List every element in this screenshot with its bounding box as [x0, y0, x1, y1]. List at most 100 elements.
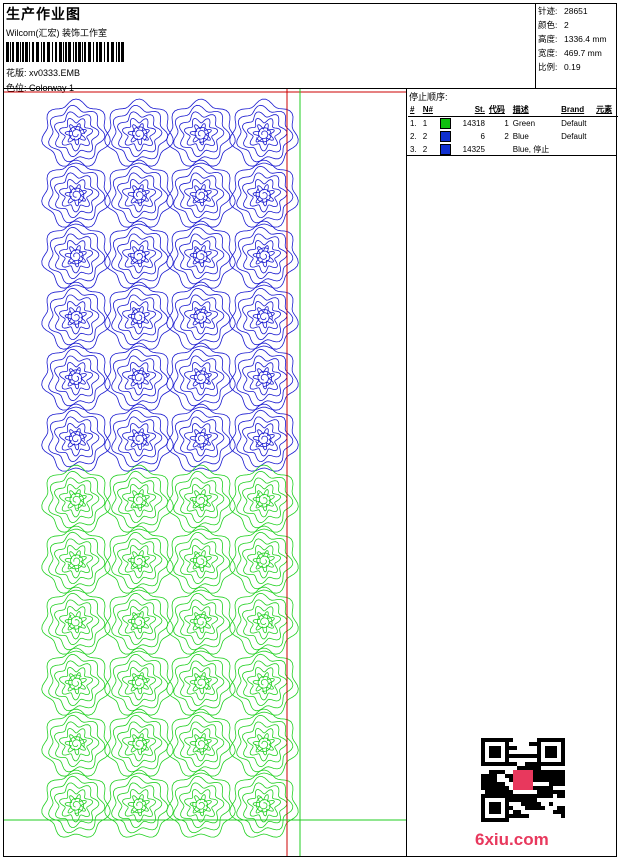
rose-motif: [229, 525, 299, 594]
rose-motif: [104, 342, 174, 411]
site-brand: 6xiu.com: [475, 830, 549, 849]
row-stitches: 14318: [462, 119, 485, 128]
rose-motif: [104, 769, 174, 838]
stat-colors: 颜色: 2: [538, 20, 569, 30]
rose-motif: [41, 708, 111, 777]
stat-width: 宽度: 469.7 mm: [538, 48, 602, 58]
row-brand: Default: [561, 119, 587, 128]
rose-motif: [41, 281, 111, 350]
row-description: Green: [512, 119, 536, 128]
rose-motif: [229, 159, 299, 228]
stats-panel: 针迹: 28651 颜色: 2 高度: 1336.4 mm 宽度: 469.7 mm 比…: [535, 3, 618, 88]
rose-motif: [166, 159, 236, 228]
rose-motif: [166, 525, 236, 594]
rose-motif: [166, 464, 236, 533]
rose-motif: [229, 342, 299, 411]
row-swatch: [438, 143, 456, 156]
rose-motif: [166, 342, 236, 411]
row-element: [594, 143, 618, 156]
header-left: 生产作业图 Wilcom(汇宏) 装饰工作室 花版: xv0333.EMB 色位…: [6, 4, 526, 94]
rose-motif: [166, 647, 236, 716]
embroidery-design: [4, 89, 406, 856]
row-code: 1: [504, 119, 509, 128]
rose-motif: [229, 220, 299, 289]
rose-motif: [166, 98, 236, 167]
color-swatch: [439, 144, 451, 155]
barcode-icon: [6, 42, 124, 62]
row-index: 3.: [410, 145, 417, 154]
stop-row: 1. 1 14318 1 Green Default: [408, 117, 618, 131]
stop-sequence-box: [407, 89, 617, 156]
rose-motif: [41, 769, 111, 838]
rose-motif: [41, 525, 111, 594]
rose-motif: [104, 464, 174, 533]
stop-sequence-table: # N# St. 代码 描述 Brand 元素 1. 1 14318 1 Green De…: [408, 103, 618, 156]
col-element: 元素: [594, 103, 618, 117]
rose-motif: [41, 586, 111, 655]
col-index: #: [408, 103, 421, 117]
rose-motif: [166, 769, 236, 838]
rose-motif: [229, 708, 299, 777]
qr-code-icon: [481, 738, 565, 822]
row-stitches: 14325: [462, 145, 485, 154]
stop-row: 3. 2 14325 Blue, 停止: [408, 143, 618, 156]
row-swatch: [438, 130, 456, 143]
rose-motif: [104, 647, 174, 716]
stop-sequence-title: 停止顺序:: [409, 92, 448, 102]
page-title: 生产作业图: [6, 6, 81, 22]
stat-height: 高度: 1336.4 mm: [538, 34, 607, 44]
rose-motif: [229, 281, 299, 350]
rose-motif: [104, 708, 174, 777]
rose-motif: [229, 98, 299, 167]
stat-scale: 比例: 0.19: [538, 62, 581, 72]
col-stitches: St.: [455, 103, 487, 117]
rose-motif: [41, 647, 111, 716]
company-name: Wilcom(汇宏) 装饰工作室: [6, 28, 107, 38]
rose-motif: [41, 220, 111, 289]
rose-motif: [229, 464, 299, 533]
col-brand: Brand: [559, 103, 595, 117]
row-stitches: 6: [480, 132, 485, 141]
row-element: [594, 117, 618, 131]
rose-motif: [104, 98, 174, 167]
rose-motif: [41, 403, 111, 472]
stop-sequence-panel: 停止顺序: # N# St. 代码 描述 Brand 元素 1. 1 14318 1 G…: [407, 89, 618, 156]
rose-motif: [104, 281, 174, 350]
row-index: 2.: [410, 132, 417, 141]
rose-motif: [229, 769, 299, 838]
col-swatch: [437, 103, 456, 117]
rose-motif: [166, 708, 236, 777]
row-code: 2: [504, 132, 509, 141]
stop-row: 2. 2 6 2 Blue Default: [408, 130, 618, 143]
design-area: [4, 89, 407, 856]
rose-motif: [229, 586, 299, 655]
file-value: xv0333.EMB: [29, 68, 81, 78]
row-needle: 1: [422, 119, 428, 128]
rose-motif: [229, 403, 299, 472]
rose-motif: [41, 342, 111, 411]
col-code: 代码: [486, 103, 511, 117]
row-brand: [559, 143, 594, 156]
rose-motif: [41, 159, 111, 228]
rose-motif: [104, 220, 174, 289]
rose-motif: [104, 525, 174, 594]
qr-logo: [513, 770, 533, 790]
row-swatch: [438, 117, 456, 131]
rose-motif: [166, 586, 236, 655]
row-description: Blue, 停止: [512, 145, 550, 154]
header-divider: [3, 88, 617, 89]
rose-motif: [104, 159, 174, 228]
color-swatch: [439, 131, 451, 142]
col-number: N#: [420, 103, 438, 117]
row-element: [594, 130, 618, 143]
rose-motif: [229, 647, 299, 716]
col-description: 描述: [510, 103, 560, 117]
rose-motif: [104, 586, 174, 655]
page-frame: [3, 3, 617, 857]
rose-motif: [166, 281, 236, 350]
stat-stitches: 针迹: 28651: [538, 6, 588, 16]
rose-motif: [41, 98, 111, 167]
rose-motif: [104, 403, 174, 472]
file-line: 花版: xv0333.EMB: [6, 66, 526, 79]
color-swatch: [439, 118, 451, 129]
